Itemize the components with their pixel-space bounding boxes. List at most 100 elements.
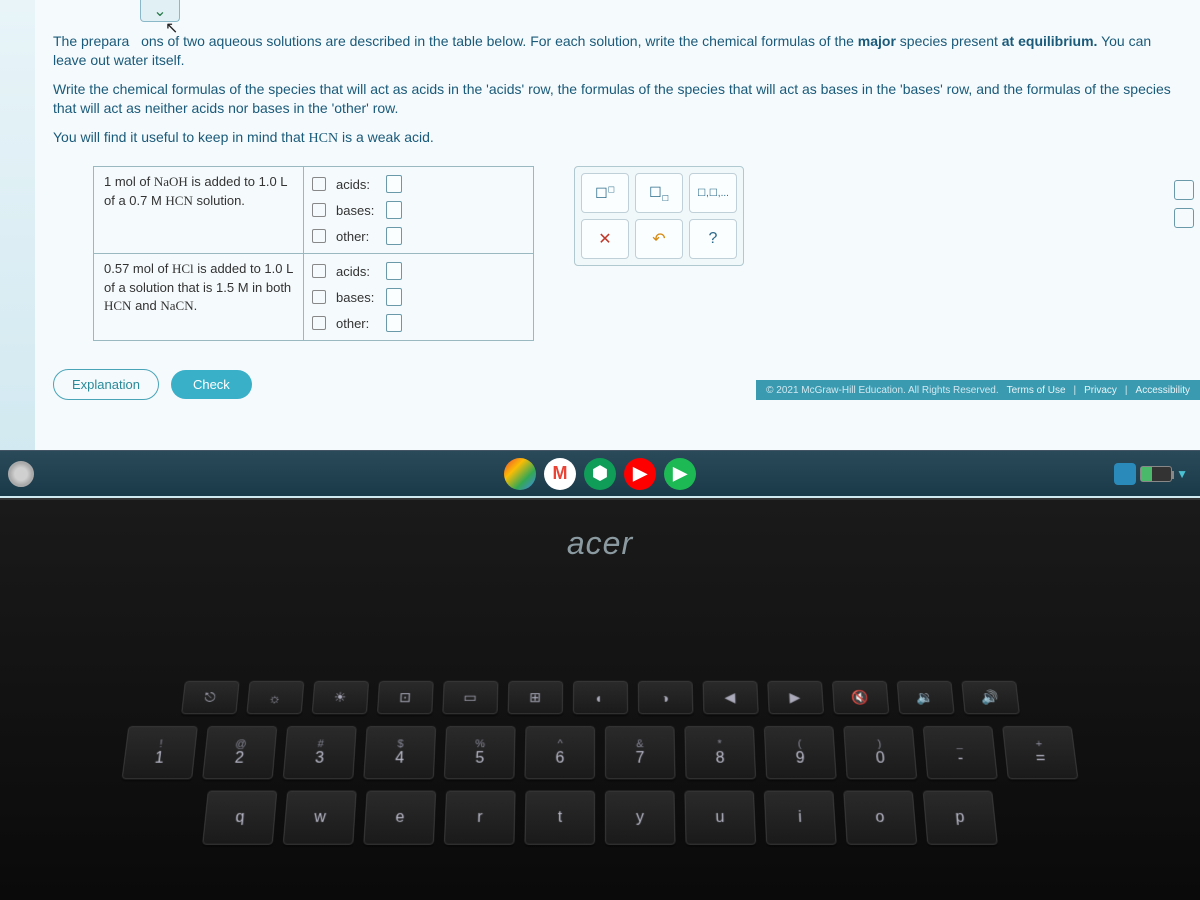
key: &7: [605, 726, 676, 779]
side-icon[interactable]: [1174, 208, 1194, 228]
bases-row: bases:: [312, 197, 525, 223]
other-input[interactable]: [386, 314, 402, 332]
youtube-icon[interactable]: ▶: [624, 458, 656, 490]
copyright-text: © 2021 McGraw-Hill Education. All Rights…: [766, 385, 998, 396]
text: 1 mol of: [104, 174, 154, 189]
other-row: other:: [312, 310, 525, 336]
text: .: [194, 298, 198, 313]
label: other:: [336, 316, 386, 331]
instructions: The prepara ons of two aqueous solutions…: [53, 32, 1182, 148]
tray-icon[interactable]: ▼: [1176, 467, 1188, 481]
key: ☀: [311, 681, 368, 714]
explanation-button[interactable]: Explanation: [53, 369, 159, 400]
other-row: other:: [312, 223, 525, 249]
list-button[interactable]: ☐,☐,...: [689, 173, 737, 213]
text-bold: at equilibrium.: [1002, 33, 1098, 49]
terms-link[interactable]: Terms of Use: [1007, 385, 1066, 396]
checkbox[interactable]: [312, 290, 326, 304]
help-icon: ?: [709, 230, 718, 248]
key: (9: [764, 726, 837, 779]
text-bold: major: [858, 33, 896, 49]
key: @2: [202, 726, 277, 779]
key: 🔉: [896, 681, 954, 714]
side-icon[interactable]: [1174, 180, 1194, 200]
key: 🔊: [961, 681, 1020, 714]
key: i: [764, 791, 837, 845]
bases-input[interactable]: [386, 201, 402, 219]
reset-button[interactable]: ↶: [635, 219, 683, 259]
checkbox[interactable]: [312, 264, 326, 278]
chem-formula: NaCN: [160, 298, 193, 313]
label: acids:: [336, 264, 386, 279]
key: ▭: [442, 681, 498, 714]
clear-button[interactable]: ✕: [581, 219, 629, 259]
key: o: [843, 791, 917, 845]
checkbox[interactable]: [312, 316, 326, 330]
key: r: [444, 791, 516, 845]
other-input[interactable]: [386, 227, 402, 245]
start-button[interactable]: [8, 461, 34, 487]
bases-input[interactable]: [386, 288, 402, 306]
app-icon[interactable]: ⬢: [584, 458, 616, 490]
bases-row: bases:: [312, 284, 525, 310]
reset-icon: ↶: [652, 229, 665, 249]
play-icon[interactable]: ▶: [664, 458, 696, 490]
table-row: 1 mol of NaOH is added to 1.0 L of a 0.7…: [94, 167, 534, 254]
text: You will find it useful to keep in mind …: [53, 129, 309, 145]
checkbox[interactable]: [312, 177, 326, 191]
key: ▶: [767, 681, 824, 714]
key: u: [684, 791, 756, 845]
checkbox[interactable]: [312, 203, 326, 217]
text: Write the chemical formulas of the speci…: [53, 80, 1182, 118]
key: ⊞: [507, 681, 563, 714]
text: The prepara: [53, 33, 129, 49]
superscript-button[interactable]: ☐☐: [581, 173, 629, 213]
key: )0: [843, 726, 917, 779]
chem-formula: NaOH: [154, 174, 188, 189]
label: bases:: [336, 290, 386, 305]
acids-input[interactable]: [386, 175, 402, 193]
help-button[interactable]: ?: [689, 219, 737, 259]
privacy-link[interactable]: Privacy: [1084, 385, 1117, 396]
key: _-: [923, 726, 998, 779]
chrome-icon[interactable]: [504, 458, 536, 490]
key: ^6: [524, 726, 595, 779]
gmail-icon[interactable]: M: [544, 458, 576, 490]
acids-row: acids:: [312, 171, 525, 197]
key: ⊡: [376, 681, 433, 714]
table-row: 0.57 mol of HCl is added to 1.0 L of a s…: [94, 254, 534, 341]
text: 0.57 mol of: [104, 261, 172, 276]
label: other:: [336, 229, 386, 244]
battery-icon: [1140, 466, 1172, 482]
acids-row: acids:: [312, 258, 525, 284]
tray-icon[interactable]: [1114, 463, 1136, 485]
keyboard: ⎋☼☀⊡▭⊞◐◑◀▶🔇🔉🔊 !1@2#3$4%5^6&7*8(9)0_-+= q…: [0, 680, 1200, 900]
subscript-button[interactable]: ☐☐: [635, 173, 683, 213]
copyright-bar: © 2021 McGraw-Hill Education. All Rights…: [756, 380, 1200, 400]
text: species present: [896, 33, 1002, 49]
taskbar: M ⬢ ▶ ▶ ▼: [0, 450, 1200, 496]
key: !1: [122, 726, 198, 779]
key: +=: [1002, 726, 1078, 779]
brand-logo: acer: [0, 525, 1200, 562]
accessibility-link[interactable]: Accessibility: [1136, 385, 1190, 396]
key: ◀: [702, 681, 758, 714]
text: solution.: [193, 193, 245, 208]
key: ⎋: [181, 681, 240, 714]
chem-formula: HCl: [172, 261, 194, 276]
dropdown-tab[interactable]: ⌄: [140, 0, 180, 22]
key: ◐: [572, 681, 627, 714]
check-button[interactable]: Check: [171, 370, 252, 399]
chem-formula: HCN: [309, 131, 339, 146]
checkbox[interactable]: [312, 229, 326, 243]
key: q: [202, 791, 277, 845]
key: #3: [283, 726, 357, 779]
key: p: [923, 791, 998, 845]
label: bases:: [336, 203, 386, 218]
tool-panel: ☐☐ ☐☐ ☐,☐,... ✕ ↶ ?: [574, 166, 744, 266]
key: e: [363, 791, 436, 845]
acids-input[interactable]: [386, 262, 402, 280]
label: acids:: [336, 177, 386, 192]
key: t: [524, 791, 595, 845]
problem-table: 1 mol of NaOH is added to 1.0 L of a 0.7…: [93, 166, 534, 341]
